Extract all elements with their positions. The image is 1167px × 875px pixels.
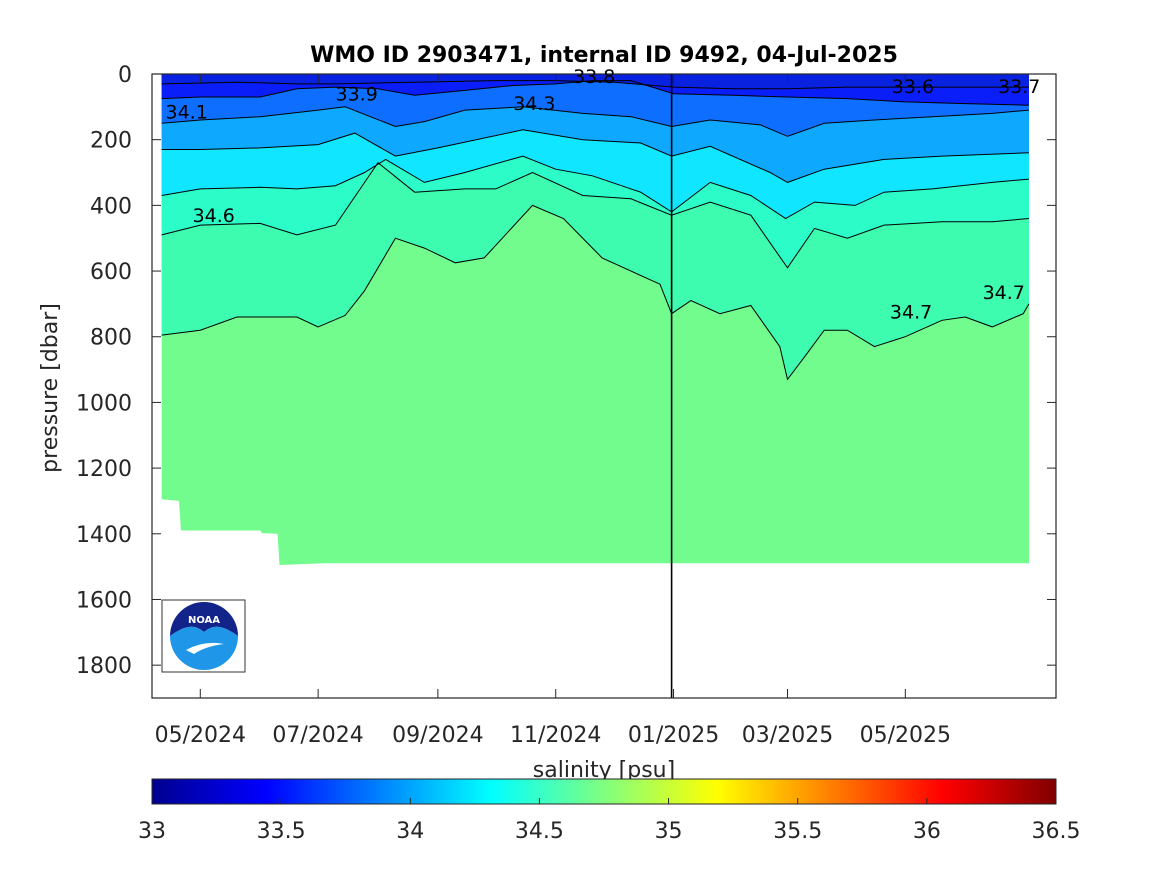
x-tick-label: 07/2024 [272, 723, 363, 748]
x-tick-label: 03/2025 [742, 723, 833, 748]
contour-label: 34.6 [193, 205, 235, 227]
x-tick-label: 09/2024 [392, 723, 483, 748]
contour-label: 33.7 [998, 76, 1040, 98]
y-tick-label: 400 [90, 194, 132, 219]
colorbar-tick-label: 34 [396, 819, 424, 844]
noaa-logo-icon: NOAA [161, 599, 246, 673]
colorbar-tick-label: 35 [655, 819, 683, 844]
contour-label: 33.9 [336, 83, 378, 105]
contour-line-33-6 [161, 80, 1029, 90]
x-tick-label: 11/2024 [510, 723, 601, 748]
contour-label: 33.6 [892, 76, 934, 98]
y-tick-label: 1400 [76, 523, 132, 548]
y-tick-label: 1800 [76, 654, 132, 679]
colorbar-tick-label: 36.5 [1032, 819, 1081, 844]
contour-label-layer: 33.8 33.9 34.1 34.3 34.6 33.6 33.7 34.7 34.7 [166, 66, 1041, 324]
surface-fill [161, 74, 1029, 77]
y-tick-label: 1200 [76, 457, 132, 482]
colorbar-tick-label: 34.5 [515, 819, 564, 844]
colorbar [151, 778, 1057, 805]
logo-text: NOAA [188, 615, 220, 626]
colorbar-tick-label: 33 [138, 819, 166, 844]
contour-label: 33.8 [573, 66, 615, 88]
y-tick-label: 200 [90, 129, 132, 154]
plot-frame [151, 73, 1057, 699]
y-tick-label: 600 [90, 260, 132, 285]
contour-line-34-6 [161, 161, 1030, 269]
y-axis-label: pressure [dbar] [38, 303, 63, 473]
contour-label: 34.7 [890, 302, 932, 324]
colorbar-ticks: 33 33.5 34 34.5 35 35.5 36 36.5 [138, 798, 1080, 844]
y-tick-label: 800 [90, 326, 132, 351]
colorbar-tick-label: 33.5 [257, 819, 306, 844]
y-tick-label: 1000 [76, 391, 132, 416]
contour-line-34-1 [161, 106, 1030, 137]
contour-line-34-3 [161, 129, 1030, 183]
x-tick-label: 05/2024 [155, 723, 246, 748]
x-axis-ticks: 05/2024 07/2024 09/2024 11/2024 01/2025 03/20… [155, 74, 951, 748]
contour-line-33-8 [161, 80, 1030, 106]
contour-line-34-5 [161, 155, 1030, 220]
colorbar-tick-label: 36 [913, 819, 941, 844]
y-tick-label: 1600 [76, 588, 132, 613]
x-tick-label: 01/2025 [628, 723, 719, 748]
contour-line-layer [161, 80, 1030, 381]
contour-label: 34.3 [513, 93, 555, 115]
y-axis-ticks: 0 200 400 600 800 1000 1200 1400 1600 1800 [76, 63, 1056, 679]
contour-label: 34.7 [983, 282, 1025, 304]
colorbar-tick-label: 35.5 [773, 819, 822, 844]
y-tick-label: 0 [118, 63, 132, 88]
contour-label: 34.1 [166, 101, 208, 123]
x-tick-label: 05/2025 [860, 723, 951, 748]
chart-title: WMO ID 2903471, internal ID 9492, 04-Jul… [310, 43, 898, 68]
contour-line-34-7 [161, 204, 1030, 381]
